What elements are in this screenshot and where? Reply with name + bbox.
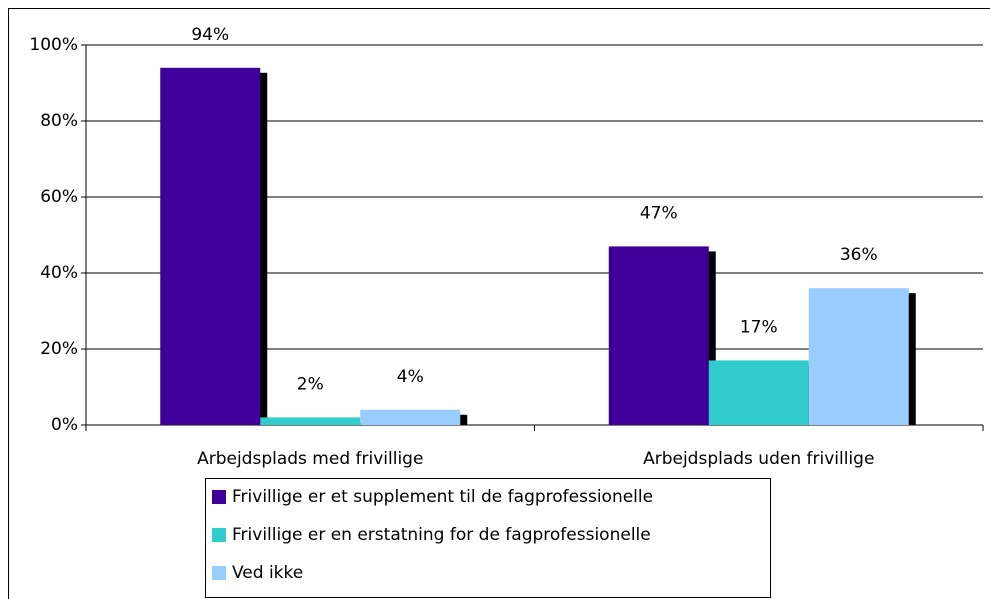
legend-label: Frivillige er et supplement til de fagpr…	[232, 487, 653, 507]
bar	[608, 246, 709, 425]
data-label: 47%	[640, 203, 678, 223]
bar	[260, 417, 361, 425]
data-label: 36%	[840, 245, 878, 265]
bar	[360, 409, 461, 425]
bar	[708, 360, 809, 425]
legend-label: Frivillige er en erstatning for de fagpr…	[232, 525, 651, 545]
x-tick-label: Arbejdsplads med frivillige	[197, 449, 423, 469]
legend-box	[205, 478, 771, 598]
bar	[160, 67, 261, 426]
y-tick-label: 20%	[40, 339, 78, 359]
legend-swatch	[212, 490, 226, 504]
data-label: 2%	[297, 374, 324, 394]
y-tick-label: 60%	[40, 187, 78, 207]
y-tick-label: 40%	[40, 263, 78, 283]
data-label: 4%	[397, 367, 424, 387]
legend-label: Ved ikke	[232, 563, 303, 583]
legend-swatch	[212, 566, 226, 580]
bar	[808, 288, 909, 425]
legend-swatch	[212, 528, 226, 542]
y-tick-label: 80%	[40, 111, 78, 131]
y-tick-label: 100%	[29, 35, 78, 55]
x-tick-label: Arbejdsplads uden frivillige	[643, 449, 874, 469]
y-tick-label: 0%	[51, 415, 78, 435]
data-label: 17%	[740, 317, 778, 337]
data-label: 94%	[191, 25, 229, 45]
